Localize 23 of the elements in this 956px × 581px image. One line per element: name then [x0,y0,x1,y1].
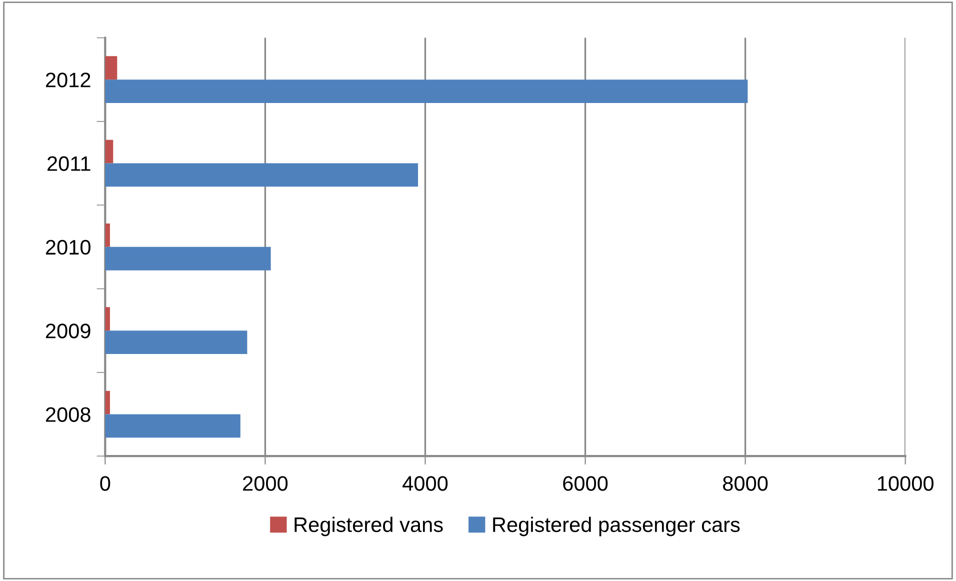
x-tick-label: 4000 [402,476,448,491]
x-tick-label: 0 [100,476,110,491]
y-tick-label: 2008 [46,407,90,422]
bar [105,140,114,164]
bar [105,56,118,80]
y-tick-label: 2009 [46,324,90,338]
y-tick-label: 2012 [46,72,90,88]
bar [105,390,110,414]
bar [105,163,418,187]
bar [105,330,248,354]
bar [105,224,110,247]
y-tick-label: 2010 [46,240,90,255]
bar [105,414,240,438]
y-tick-label: 2011 [48,156,90,172]
bar [105,80,748,104]
bar [105,246,271,270]
legend-label: Registered vans [294,516,443,536]
x-tick-label: 6000 [563,476,608,491]
bar [105,307,110,331]
x-tick-label: 8000 [723,476,768,491]
x-tick-label: 2000 [243,476,288,491]
legend-label: Registered passenger cars [493,516,740,536]
x-tick-label: 10000 [878,476,934,491]
